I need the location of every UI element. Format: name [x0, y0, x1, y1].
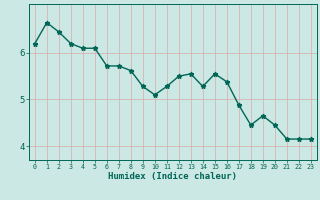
X-axis label: Humidex (Indice chaleur): Humidex (Indice chaleur): [108, 172, 237, 181]
